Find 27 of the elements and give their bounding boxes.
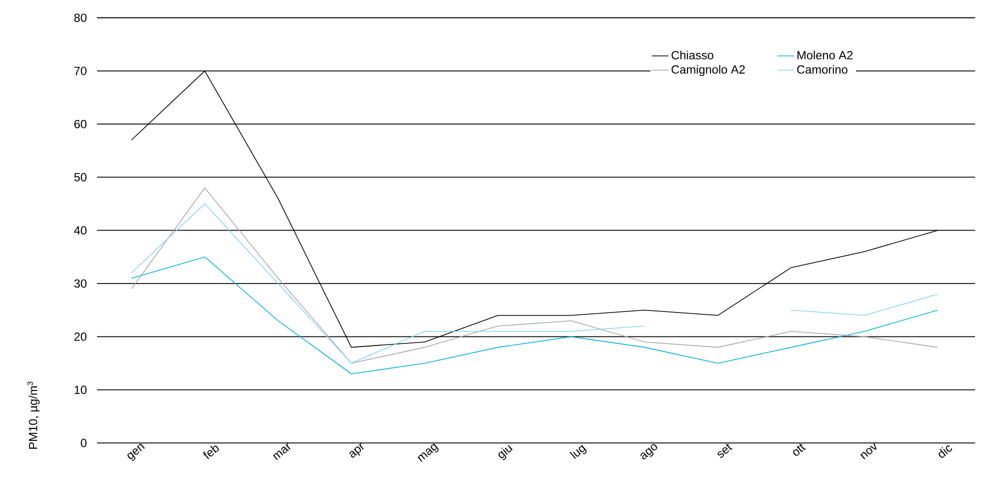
line-series <box>131 256 938 374</box>
x-tick-label: mag <box>418 443 439 462</box>
x-tick-label: nov <box>860 442 877 460</box>
y-tick-label: 10 <box>74 386 87 394</box>
y-axis-title: PM10, µg/m$^{3}$ <box>27 381 40 449</box>
y-tick-label: 60 <box>74 120 87 128</box>
y-tick-label: 20 <box>74 332 87 341</box>
legend-label: Chiasso <box>672 50 714 60</box>
legend-label: Moleno A2 <box>798 50 853 60</box>
x-tick-label: ago <box>640 444 658 460</box>
x-tick-label: mar <box>272 442 290 460</box>
x-tick-label: feb <box>203 445 219 460</box>
x-tick-label: apr <box>349 442 364 458</box>
y-tick-label: 50 <box>74 172 87 182</box>
x-tick-label: lug <box>570 444 587 459</box>
legend-label: Camorino <box>797 64 848 74</box>
x-tick-label: gen <box>128 444 145 461</box>
legend-label: Camignolo A2 <box>672 64 745 76</box>
y-tick-label: 30 <box>74 279 87 288</box>
x-tick-label: giu <box>498 444 513 460</box>
x-tick-label: dic <box>938 445 952 458</box>
y-tick-label: 0 <box>80 438 87 448</box>
y-tick-label: 70 <box>74 66 87 75</box>
y-tick-label: 80 <box>74 13 87 22</box>
x-tick-label: set <box>718 443 732 458</box>
x-tick-label: ott <box>793 443 806 456</box>
y-tick-label: 40 <box>74 226 87 234</box>
